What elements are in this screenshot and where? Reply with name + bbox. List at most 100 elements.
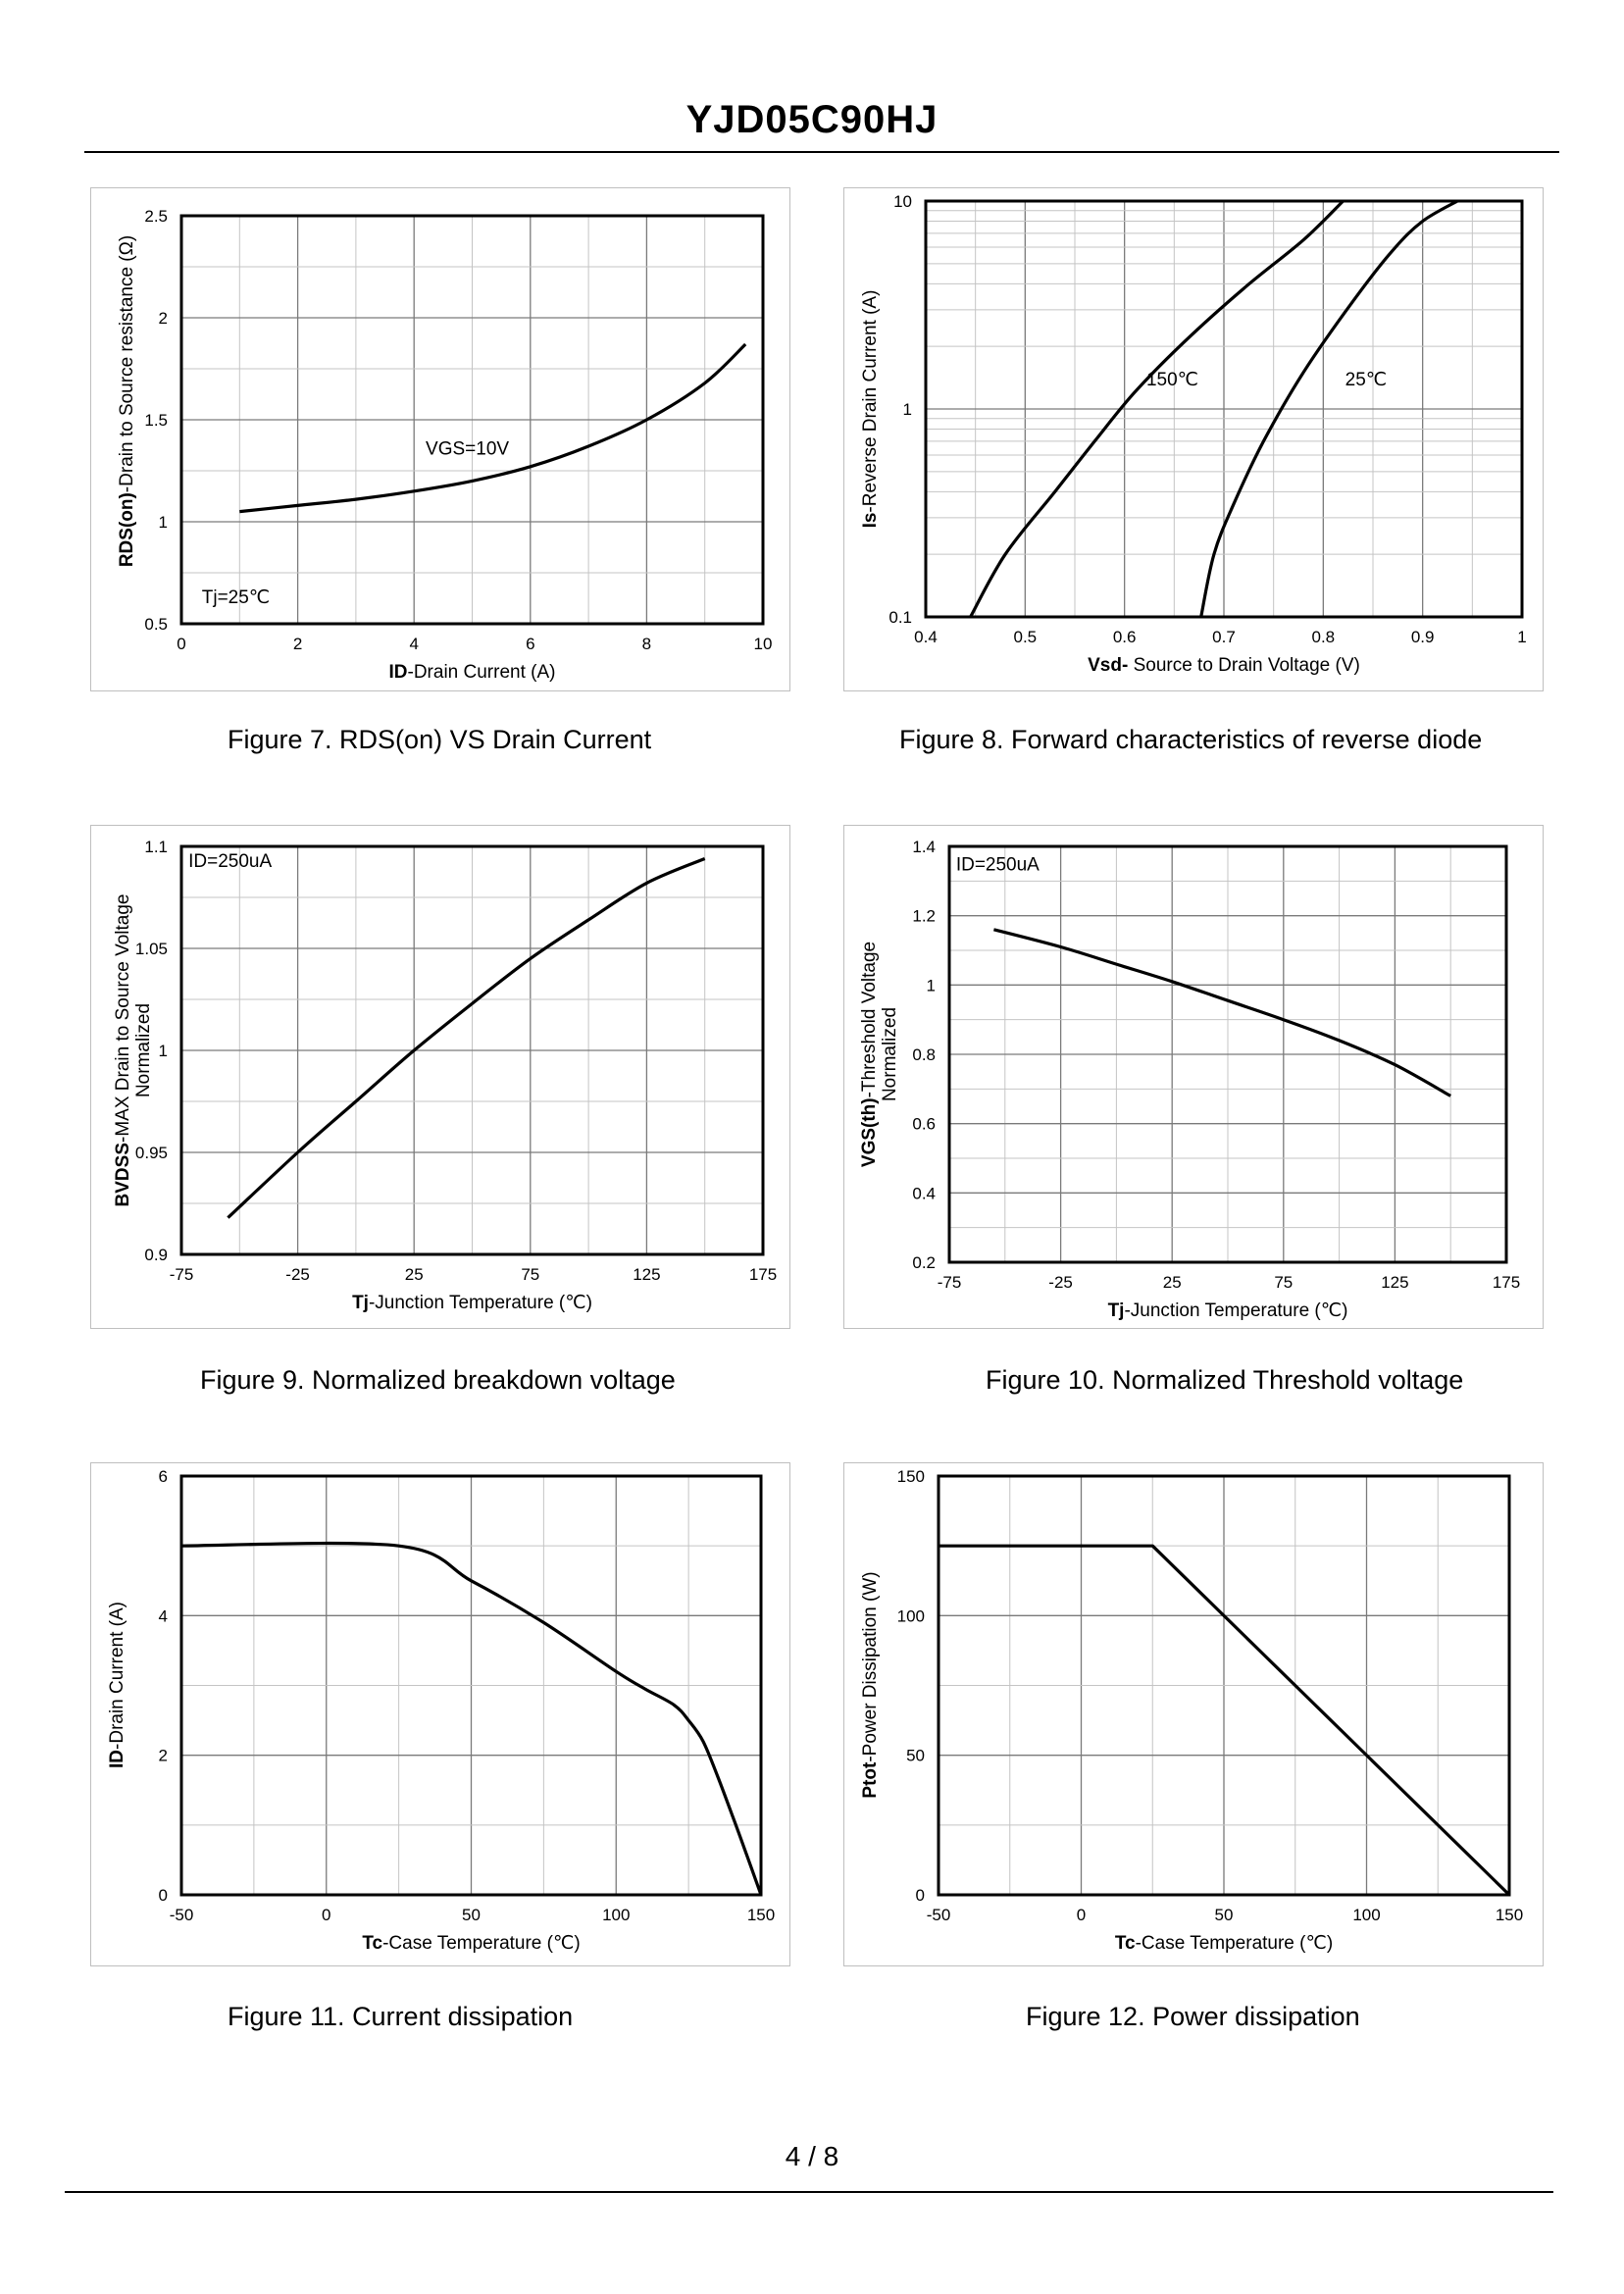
y-axis-label-line2: Normalized xyxy=(880,1007,900,1101)
x-tick-label: 8 xyxy=(642,635,651,653)
x-tick-label: 75 xyxy=(1274,1273,1293,1292)
x-tick-label: 0.4 xyxy=(914,628,938,646)
x-tick-label: 0.6 xyxy=(1113,628,1137,646)
caption-fig11: Figure 11. Current dissipation xyxy=(228,2002,574,2031)
x-tick-label: 50 xyxy=(1215,1906,1234,1924)
y-tick-label: 1 xyxy=(159,513,168,532)
caption-fig10: Figure 10. Normalized Threshold voltage xyxy=(986,1365,1464,1395)
y-tick-label: 1.2 xyxy=(912,907,936,926)
y-axis-label: VGS(th)-Threshold Voltage xyxy=(859,942,880,1167)
plot-frame xyxy=(179,844,765,1256)
x-tick-label: -25 xyxy=(285,1265,310,1284)
gridlines xyxy=(939,1476,1509,1895)
x-axis-label: ID-Drain Current (A) xyxy=(389,662,556,683)
chart-panel-fig12: -50 0 50 100 150 0 50 100 150 Tc-Case Temperature… xyxy=(843,1462,1544,1966)
page-number: 4 / 8 xyxy=(785,2141,839,2171)
annotation-label: 25℃ xyxy=(1345,370,1387,390)
chart-fig10: -75 -25 25 75 125 175 0.2 0.4 0.6 0.8 1 1.2 1.4 Tj-Ju… xyxy=(859,838,1520,1321)
chart-fig7: 0 2 4 6 8 10 0.5 1 1.5 2 2.5 ID-Drain Current (A) RD… xyxy=(117,207,773,683)
chart-panel-fig11: -50 0 50 100 150 0 2 4 6 Tc-Case Temperature (℃) I… xyxy=(90,1462,790,1966)
caption-fig12: Figure 12. Power dissipation xyxy=(1026,2002,1360,2031)
x-tick-label: 150 xyxy=(1496,1906,1523,1924)
y-tick-label: 0.6 xyxy=(912,1115,936,1134)
gridlines xyxy=(181,846,763,1254)
series-line xyxy=(939,1544,1511,1897)
chart-fig9: -75 -25 25 75 125 175 0.9 0.95 1 1.05 1.1 Tj-Juncti… xyxy=(113,838,777,1313)
x-tick-label: 75 xyxy=(521,1265,539,1284)
y-tick-label: 100 xyxy=(897,1606,925,1625)
x-axis-label: Vsd- Source to Drain Voltage (V) xyxy=(1088,655,1360,676)
x-axis-label: Tc-Case Temperature (℃) xyxy=(362,1933,580,1954)
y-tick-label: 0.95 xyxy=(135,1144,168,1162)
x-tick-label: 2 xyxy=(293,635,302,653)
x-axis-label: Tj-Junction Temperature (℃) xyxy=(352,1293,592,1313)
gridlines xyxy=(181,216,763,624)
y-tick-label: 4 xyxy=(159,1606,168,1625)
x-tick-label: 125 xyxy=(1381,1273,1408,1292)
annotation-label: ID=250uA xyxy=(188,851,272,872)
x-tick-label: -75 xyxy=(938,1273,962,1292)
x-tick-label: -50 xyxy=(170,1906,194,1924)
caption-fig7: Figure 7. RDS(on) VS Drain Current xyxy=(228,725,652,754)
annotation-label: ID=250uA xyxy=(956,855,1040,876)
x-tick-label: 25 xyxy=(405,1265,424,1284)
x-tick-label: 125 xyxy=(633,1265,660,1284)
y-tick-label: 0 xyxy=(159,1886,168,1905)
x-tick-label: 0.7 xyxy=(1212,628,1236,646)
x-tick-label: 0.9 xyxy=(1411,628,1435,646)
x-tick-label: 175 xyxy=(749,1265,777,1284)
gridlines xyxy=(926,201,1522,617)
series-line xyxy=(227,857,706,1219)
y-tick-label: 0.5 xyxy=(144,615,168,634)
x-tick-label: 100 xyxy=(602,1906,630,1924)
y-tick-label: 0.1 xyxy=(888,608,912,627)
x-tick-label: 150 xyxy=(747,1906,775,1924)
x-tick-label: 4 xyxy=(409,635,418,653)
footer-rule xyxy=(65,2191,1553,2193)
x-tick-label: -25 xyxy=(1048,1273,1073,1292)
plot-frame xyxy=(179,1474,763,1897)
x-tick-label: 0 xyxy=(322,1906,330,1924)
y-tick-label: 1 xyxy=(159,1042,168,1060)
chart-fig8: 0.4 0.5 0.6 0.7 0.8 0.9 1 0.1 1 10 Vsd- Source to … xyxy=(860,192,1527,676)
y-axis-label: ID-Drain Current (A) xyxy=(107,1602,127,1768)
y-tick-label: 0.9 xyxy=(144,1246,168,1264)
chart-panel-fig8: 0.4 0.5 0.6 0.7 0.8 0.9 1 0.1 1 10 Vsd- Source to … xyxy=(843,187,1544,691)
x-tick-label: 6 xyxy=(526,635,534,653)
x-tick-label: 10 xyxy=(754,635,773,653)
series-line xyxy=(180,1541,763,1896)
y-tick-label: 1.05 xyxy=(135,940,168,958)
series-line xyxy=(993,928,1451,1097)
annotation-label: Tj=25℃ xyxy=(202,587,270,608)
caption-fig8: Figure 8. Forward characteristics of rev… xyxy=(899,725,1483,754)
y-tick-label: 2 xyxy=(159,309,168,328)
x-tick-label: 0 xyxy=(177,635,185,653)
y-tick-label: 1 xyxy=(927,976,936,994)
document-title: YJD05C90HJ xyxy=(685,98,939,141)
plot-frame xyxy=(937,1474,1511,1897)
chart-panel-fig7: 0 2 4 6 8 10 0.5 1 1.5 2 2.5 ID-Drain Current (A) RD… xyxy=(90,187,790,691)
y-tick-label: 0.2 xyxy=(912,1253,936,1272)
y-axis-label: RDS(on)-Drain to Source resistance (Ω) xyxy=(117,235,137,567)
y-tick-label: 10 xyxy=(893,192,912,211)
y-tick-label: 0 xyxy=(916,1886,925,1905)
y-tick-label: 2.5 xyxy=(144,207,168,226)
gridlines xyxy=(949,846,1506,1262)
annotation-label: 150℃ xyxy=(1146,370,1198,390)
series-line xyxy=(239,342,747,514)
y-axis-label: Ptot-Power Dissipation (W) xyxy=(860,1571,881,1798)
header-rule xyxy=(84,151,1559,153)
x-tick-label: 0 xyxy=(1077,1906,1086,1924)
y-tick-label: 0.4 xyxy=(912,1184,936,1202)
chart-panel-fig9: -75 -25 25 75 125 175 0.9 0.95 1 1.05 1.1 Tj-Juncti… xyxy=(90,825,790,1329)
x-tick-label: -75 xyxy=(170,1265,194,1284)
y-tick-label: 150 xyxy=(897,1467,925,1486)
y-tick-label: 6 xyxy=(159,1467,168,1486)
x-axis-label: Tc-Case Temperature (℃) xyxy=(1115,1933,1333,1954)
gridlines xyxy=(181,1476,761,1895)
y-tick-label: 50 xyxy=(906,1747,925,1765)
x-axis-label: Tj-Junction Temperature (℃) xyxy=(1108,1300,1348,1321)
y-tick-label: 1 xyxy=(903,400,912,419)
